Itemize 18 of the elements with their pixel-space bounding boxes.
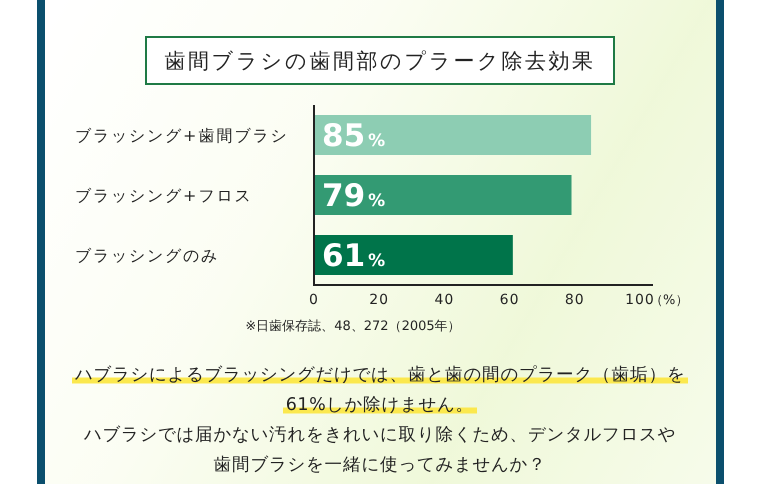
text: ハブラシでは届かない汚れをきれいに取り除くため、デンタルフロスや — [84, 425, 676, 445]
x-tick-label: 0 — [309, 292, 319, 308]
bar — [314, 235, 513, 275]
text: 歯間ブラシを一緒に使ってみませんか？ — [214, 455, 546, 475]
bar — [314, 175, 572, 215]
data-label: 79% — [322, 178, 386, 214]
x-tick-label: 20 — [369, 292, 390, 308]
x-tick-label: 80 — [564, 292, 585, 308]
chart-title: 歯間ブラシの歯間部のプラーク除去効果 — [145, 36, 615, 85]
bar — [314, 115, 592, 155]
x-tick-label: 40 — [434, 292, 454, 308]
x-tick-label: 60 — [500, 292, 520, 308]
text: ※日歯保存誌、48、272（2005年） — [245, 319, 461, 334]
y-tick-label: ブラッシング+歯間ブラシ — [75, 126, 288, 145]
data-label: 61% — [322, 238, 386, 274]
y-tick-label: ブラッシングのみ — [75, 246, 219, 265]
data-label: 85% — [322, 118, 386, 154]
y-tick-label: ブラッシング+フロス — [75, 186, 252, 205]
